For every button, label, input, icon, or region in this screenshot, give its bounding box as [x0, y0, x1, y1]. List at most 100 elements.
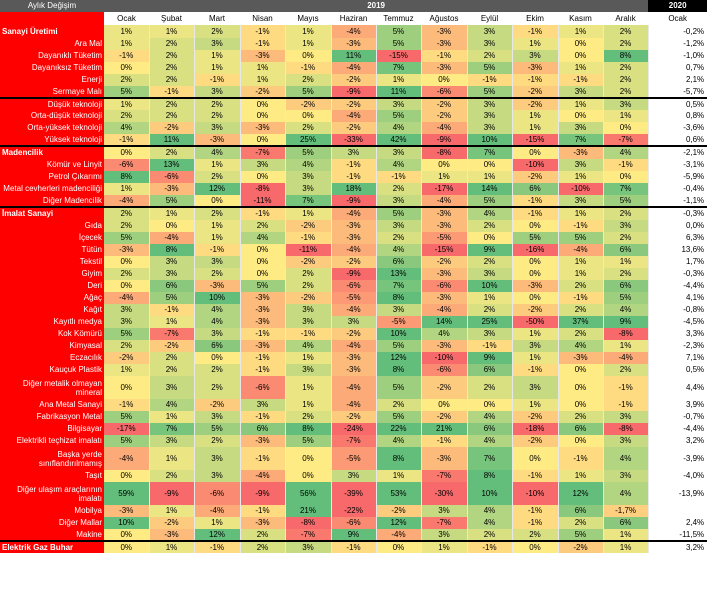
- heat-cell: 5%: [285, 145, 332, 159]
- table-row: Yüksek teknoloji -1% 11% -3% 0% 25% -33% 42% -9%…: [0, 134, 708, 146]
- heat-cell: 5%: [104, 435, 150, 447]
- heat-cell: 21%: [421, 423, 468, 435]
- heat-cell: 2%: [194, 171, 241, 183]
- table-row: Kömür ve Linyit -6% 13% 1% 3% 4% -1% 4% 0% 0% -10%…: [0, 159, 708, 171]
- heat-cell: 5%: [467, 86, 513, 98]
- heat-cell: 6%: [603, 244, 649, 256]
- heat-cell: 3%: [467, 25, 513, 38]
- heat-cell-2020: -13,9%: [648, 482, 708, 505]
- heat-cell: 1%: [558, 256, 604, 268]
- month-header: Aralık: [603, 12, 649, 25]
- heat-cell: 53%: [376, 482, 422, 505]
- heat-cell: -1%: [285, 62, 332, 74]
- heat-cell: -1%: [467, 540, 513, 553]
- heat-cell: 2%: [467, 376, 513, 399]
- heat-cell: 3%: [603, 220, 649, 232]
- heat-cell: 10%: [376, 328, 422, 340]
- heat-cell: 0%: [512, 256, 559, 268]
- row-label: Sanayi Üretimi: [0, 25, 104, 38]
- heat-cell: 10%: [467, 280, 513, 292]
- heat-cell: 25%: [467, 316, 513, 328]
- heat-cell: -1%: [558, 220, 604, 232]
- heat-cell: 1%: [603, 529, 649, 541]
- heat-cell-2020: -2,1%: [648, 145, 708, 159]
- heat-cell: 6%: [467, 364, 513, 376]
- heat-cell: 2%: [467, 50, 513, 62]
- heat-cell: 0%: [421, 74, 468, 86]
- heat-cell: 1%: [194, 232, 241, 244]
- heat-cell: 2%: [104, 268, 150, 280]
- heat-cell: 2%: [603, 74, 649, 86]
- heat-cell: -24%: [331, 423, 377, 435]
- table-row: Dayanıksız Tüketim 0% 2% 1% 1% -1% -4% 7% -3% 5% -…: [0, 62, 708, 74]
- row-label: Orta-düşük teknoloji: [0, 110, 104, 122]
- heat-cell: -1%: [194, 244, 241, 256]
- heat-cell: 3%: [285, 183, 332, 195]
- heat-cell-2020: 4,1%: [648, 292, 708, 304]
- heat-cell: 0%: [603, 122, 649, 134]
- heat-cell: 3%: [376, 145, 422, 159]
- heat-cell: -9%: [421, 134, 468, 146]
- heat-cell: 1%: [194, 220, 241, 232]
- heat-cell-2020: 1,7%: [648, 256, 708, 268]
- heat-cell: -1%: [240, 328, 286, 340]
- heat-cell: -7%: [603, 134, 649, 146]
- heat-cell: 1%: [194, 159, 241, 171]
- heat-cell: -3%: [194, 280, 241, 292]
- heat-cell: 2%: [194, 97, 241, 110]
- heat-cell: 18%: [331, 183, 377, 195]
- heat-cell: 10%: [194, 292, 241, 304]
- heat-cell: 0%: [467, 399, 513, 411]
- heat-cell: 0%: [558, 435, 604, 447]
- heat-cell: 2%: [194, 25, 241, 38]
- heat-cell: -2%: [149, 122, 195, 134]
- heat-cell: -2%: [285, 292, 332, 304]
- heat-cell: -1%: [194, 540, 241, 553]
- heat-cell: 8%: [603, 50, 649, 62]
- heat-cell: 0%: [240, 110, 286, 122]
- heat-cell: -3%: [512, 280, 559, 292]
- heat-cell-2020: 0,0%: [648, 220, 708, 232]
- heat-cell: 11%: [331, 50, 377, 62]
- heat-cell: 25%: [285, 134, 332, 146]
- heat-cell: -6%: [331, 280, 377, 292]
- heat-cell: -2%: [512, 97, 559, 110]
- heat-cell: -1%: [512, 364, 559, 376]
- heat-cell: 5%: [376, 110, 422, 122]
- heat-cell: -6%: [194, 482, 241, 505]
- heat-cell: -2%: [331, 411, 377, 423]
- heat-cell: -3%: [240, 340, 286, 352]
- heat-cell: 4%: [603, 482, 649, 505]
- row-label: Sermaye Malı: [0, 86, 104, 98]
- heat-cell: -50%: [512, 316, 559, 328]
- heat-cell: -10%: [421, 352, 468, 364]
- heat-cell: 8%: [149, 244, 195, 256]
- heat-cell: 3%: [603, 470, 649, 482]
- heat-cell: 3%: [376, 195, 422, 207]
- heat-cell: 2%: [149, 74, 195, 86]
- heat-cell: 3%: [194, 256, 241, 268]
- heat-cell: 9%: [467, 244, 513, 256]
- heat-cell-2020: 0,7%: [648, 62, 708, 74]
- heat-cell: 2%: [285, 411, 332, 423]
- heat-cell: 3%: [376, 97, 422, 110]
- heat-cell: 42%: [376, 134, 422, 146]
- row-label: Eczacılık: [0, 352, 104, 364]
- heat-cell: -2%: [421, 110, 468, 122]
- table-row: Madencilik 0% 2% 4% -7% 5% 3% 3% -8% 7% 0% -3% 4% -2,…: [0, 145, 708, 159]
- heat-cell: -1%: [194, 74, 241, 86]
- heat-cell: 3%: [149, 268, 195, 280]
- heat-cell: -3%: [240, 122, 286, 134]
- heat-cell: -1%: [467, 74, 513, 86]
- heat-cell: -4%: [376, 529, 422, 541]
- heat-cell: 1%: [376, 470, 422, 482]
- month-header: Mayıs: [285, 12, 331, 25]
- heat-cell: 3%: [467, 38, 513, 50]
- heat-cell: 0%: [194, 352, 241, 364]
- heat-cell: 2%: [240, 540, 286, 553]
- heat-cell: -6%: [240, 376, 286, 399]
- heat-cell: 3%: [194, 122, 241, 134]
- heat-cell: -4%: [331, 244, 377, 256]
- heat-cell: -22%: [331, 505, 377, 517]
- heat-cell: -1%: [421, 435, 468, 447]
